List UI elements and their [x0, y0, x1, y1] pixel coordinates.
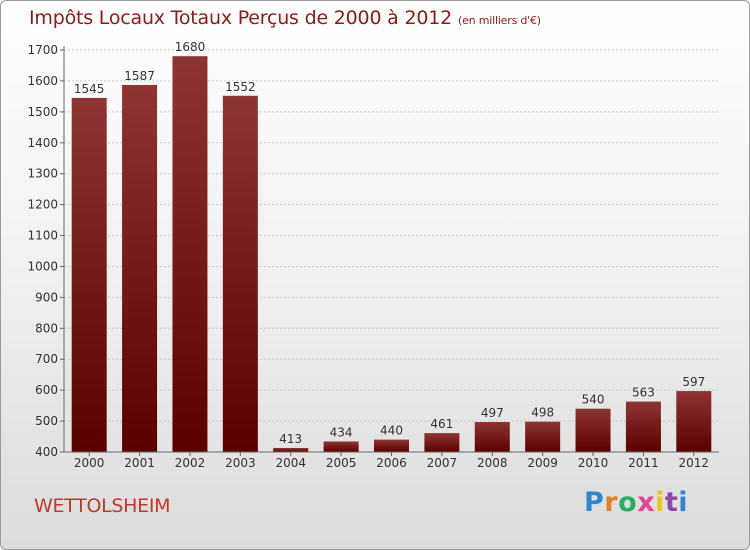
y-tick-label: 700 — [35, 352, 58, 366]
bar-value-label: 461 — [430, 417, 453, 431]
x-tick-label: 2009 — [527, 456, 558, 470]
y-tick-label: 800 — [35, 321, 58, 335]
x-tick-label: 2005 — [326, 456, 357, 470]
bar-value-label: 540 — [582, 393, 605, 407]
y-tick-label: 1500 — [27, 105, 58, 119]
bar-value-label: 1552 — [225, 80, 256, 94]
bar — [676, 391, 712, 452]
bar-value-label: 434 — [330, 425, 353, 439]
bar — [424, 433, 460, 452]
bar-value-label: 497 — [481, 406, 504, 420]
x-tick-label: 2000 — [74, 456, 105, 470]
x-tick-label: 2006 — [376, 456, 407, 470]
bar — [71, 97, 107, 452]
x-tick-label: 2011 — [628, 456, 659, 470]
y-tick-label: 600 — [35, 383, 58, 397]
y-tick-label: 500 — [35, 414, 58, 428]
y-tick-label: 900 — [35, 290, 58, 304]
bar — [374, 439, 409, 452]
bar-value-label: 1680 — [175, 40, 206, 54]
chart-title-text: Impôts Locaux Totaux Perçus de 2000 à 20… — [29, 7, 453, 29]
chart-title: Impôts Locaux Totaux Perçus de 2000 à 20… — [29, 7, 541, 29]
x-tick-label: 2003 — [225, 456, 256, 470]
bar — [122, 84, 158, 452]
x-tick-label: 2012 — [679, 456, 710, 470]
bar — [575, 408, 611, 452]
city-name: WETTOLSHEIM — [34, 495, 171, 517]
brand-logo[interactable]: Proxiti — [584, 487, 689, 518]
y-tick-label: 1600 — [27, 74, 58, 88]
bar — [474, 422, 510, 452]
y-tick-label: 1400 — [27, 136, 58, 150]
bar — [222, 95, 258, 453]
x-tick-label: 2008 — [477, 456, 508, 470]
bar — [172, 56, 208, 452]
y-tick-label: 1200 — [27, 198, 58, 212]
y-tick-label: 1000 — [27, 259, 58, 273]
bar — [525, 421, 561, 452]
bar — [273, 447, 309, 452]
y-tick-label: 1300 — [27, 167, 58, 181]
bar-value-label: 1587 — [124, 69, 155, 83]
bar-value-label: 1545 — [74, 82, 105, 96]
x-tick-label: 2004 — [275, 456, 306, 470]
bar — [323, 441, 359, 452]
bar — [625, 401, 661, 452]
bar-value-label: 413 — [279, 432, 302, 446]
x-tick-label: 2007 — [427, 456, 458, 470]
axes — [60, 46, 719, 456]
x-tick-label: 2010 — [578, 456, 609, 470]
y-tick-label: 1700 — [27, 43, 58, 57]
y-tick-label: 400 — [35, 445, 58, 459]
chart-unit: (en milliers d'€) — [458, 14, 541, 27]
grid-lines — [64, 49, 719, 422]
bar-value-label: 563 — [632, 386, 655, 400]
bar-value-label: 498 — [531, 406, 554, 420]
labels: 400 500 600 700 800 900 1000 1100 1200 1300 1400 15… — [27, 40, 709, 470]
x-tick-label: 2001 — [124, 456, 155, 470]
bars — [71, 56, 712, 453]
y-tick-label: 1100 — [27, 229, 58, 243]
bar-value-label: 440 — [380, 424, 403, 438]
x-tick-label: 2002 — [175, 456, 206, 470]
bar-value-label: 597 — [682, 375, 705, 389]
